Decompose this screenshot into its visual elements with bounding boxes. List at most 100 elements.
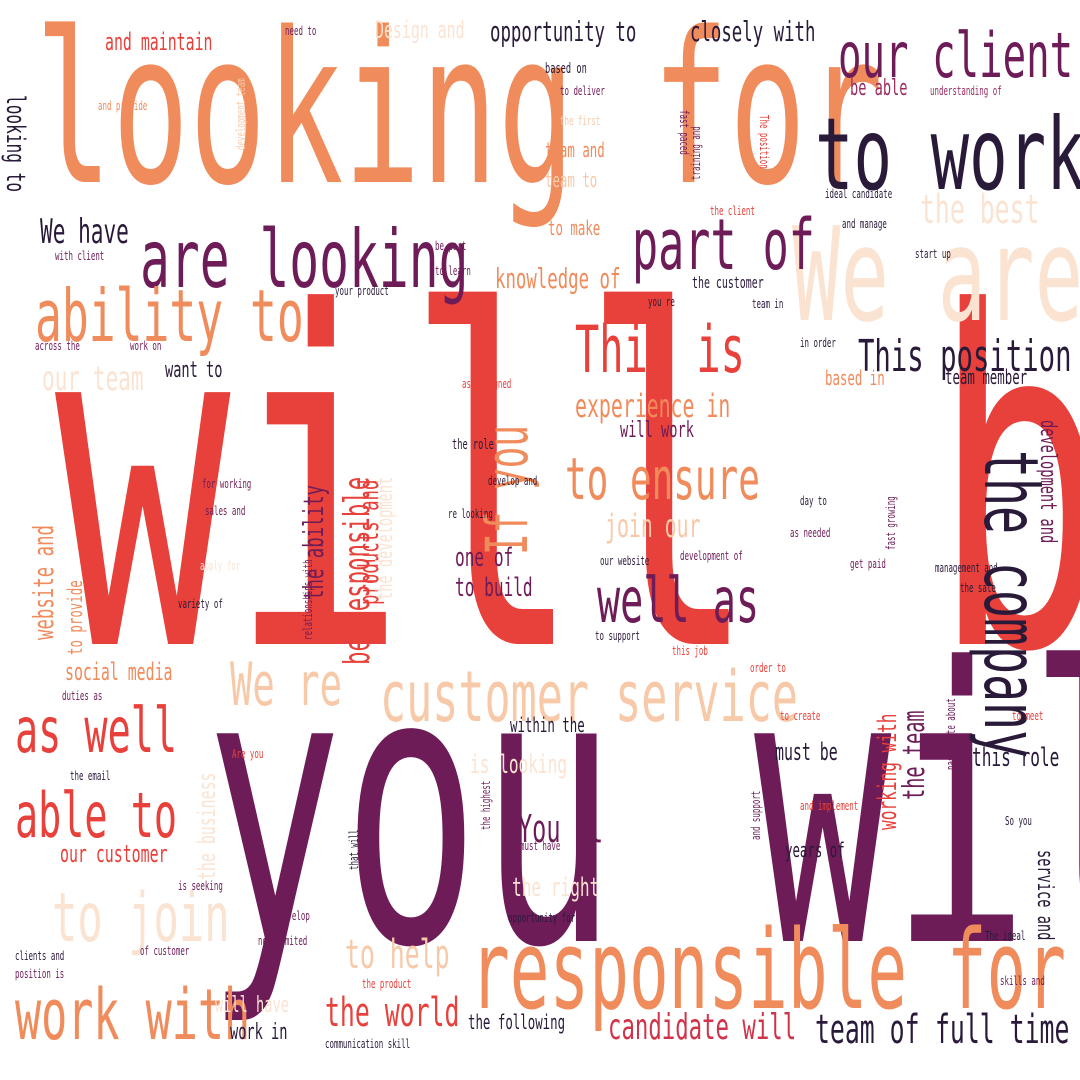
word-across-the: across the xyxy=(35,339,80,353)
word-the-highest: the highest xyxy=(479,780,493,830)
word-ideal-candidate: ideal candidate xyxy=(825,187,893,201)
word-to-create: to create xyxy=(780,709,821,723)
word-join-our: join our xyxy=(605,507,701,545)
word-to-ensure: to ensure xyxy=(565,445,760,513)
word-with-client: with client xyxy=(55,249,105,263)
word-develop-and: develop and xyxy=(488,474,538,488)
word-duties-as: duties as xyxy=(62,689,103,703)
word-your-product: your product xyxy=(335,284,389,298)
word-position-is: position is xyxy=(15,967,65,981)
word-to-work: to work xyxy=(815,96,1080,213)
word-this-position: This position xyxy=(858,331,1072,382)
word-and-support: and support xyxy=(749,790,763,840)
word-passionate-about: passionate about xyxy=(944,698,958,770)
word-work-on: work on xyxy=(130,339,162,353)
word-well-as: well as xyxy=(597,564,760,637)
word-start-up: start up xyxy=(915,247,951,261)
word-team-member: team member xyxy=(945,365,1028,389)
word-apply-for: apply for xyxy=(200,559,241,573)
word-as-assigned: as assigned xyxy=(462,377,512,391)
word-knowledge-of: knowledge of xyxy=(495,262,621,295)
word-communication-skill: communication skill xyxy=(325,1037,411,1051)
word-you-re: you re xyxy=(648,295,675,309)
word-full-time: full time xyxy=(935,1007,1070,1053)
word-management-and: management and xyxy=(935,561,998,575)
word-the-client: the client xyxy=(710,204,755,218)
word-this-is: This is xyxy=(575,313,745,388)
word-must-be: must be xyxy=(775,738,838,766)
word-working-with: working with xyxy=(873,713,903,830)
word-able-to: able to xyxy=(15,779,178,852)
word-order-to: order to xyxy=(750,661,786,675)
word-candidate-will: candidate will xyxy=(608,1007,797,1048)
word-team-of: team of xyxy=(815,1007,920,1053)
word-variety-of: variety of xyxy=(178,597,223,611)
word-we-re: We re xyxy=(230,650,342,720)
word-need-to: need to xyxy=(285,24,317,38)
word-to-meet: to meet xyxy=(1012,709,1044,723)
word-will-be: will be xyxy=(55,216,1080,753)
word-development-and: development and xyxy=(1035,420,1060,544)
word-the-world: the world xyxy=(325,990,460,1036)
word-our-team: our team xyxy=(42,359,144,399)
word-development-of: development of xyxy=(680,549,743,563)
word-closely-with: closely with xyxy=(690,15,816,48)
word-relationships-with: relationships with xyxy=(301,559,315,640)
word-are-you: Are you xyxy=(232,747,264,761)
word-years-of: years of xyxy=(785,838,845,862)
word-of-customer: of customer xyxy=(140,944,190,958)
word-opportunity-for: opportunity for xyxy=(508,911,576,925)
word-development-team: development team xyxy=(234,78,248,150)
word-to-make: to make xyxy=(548,216,601,240)
word-to-help: to help xyxy=(345,932,450,978)
word-to-support: to support xyxy=(595,629,640,643)
word-is-seeking: is seeking xyxy=(178,879,223,893)
word-not-limited: not limited xyxy=(258,934,308,948)
word-the-position: The position xyxy=(757,115,771,169)
word-our-customer: our customer xyxy=(60,840,168,868)
word-as-needed: as needed xyxy=(790,526,831,540)
word-the-right: the right xyxy=(512,873,600,903)
word-looking-to: looking to xyxy=(0,95,30,193)
word-will-have: will have xyxy=(215,993,289,1018)
word-our-client: our client xyxy=(838,19,1074,92)
word-work-with: work with xyxy=(15,974,251,1056)
word-will-work: will work xyxy=(620,418,694,443)
word-part-of: part of xyxy=(632,204,815,286)
word-team-in: team in xyxy=(752,297,784,311)
word-and-provide: and provide xyxy=(98,99,148,113)
word-be-able: be able xyxy=(850,76,908,101)
word-team-and: team and xyxy=(545,138,605,162)
word-the-ideal: The ideal xyxy=(985,929,1026,943)
word-looking-for: looking for xyxy=(35,0,884,232)
word-you-ll: You ll xyxy=(518,807,604,851)
word-fast-growing: fast growing xyxy=(884,496,898,550)
word-to-learn: to learn xyxy=(435,264,471,278)
word-design-and: Design and xyxy=(375,16,465,44)
word-our-website: our website xyxy=(600,554,650,568)
word-this-role: this role xyxy=(972,743,1060,773)
word-we-are: We are xyxy=(792,199,1080,351)
word-the-following: the following xyxy=(468,1010,566,1034)
word-to-provide: to provide xyxy=(63,580,87,655)
word-sales-and: sales and xyxy=(205,504,246,518)
word-social-media: social media xyxy=(65,658,173,686)
word-the-product: the product xyxy=(362,977,412,991)
word-based-on: based on xyxy=(545,61,587,77)
word-website-and: website and xyxy=(27,525,60,640)
word-we-have: We have xyxy=(40,212,129,252)
word-the-customer: the customer xyxy=(692,273,764,292)
word-and-maintain: and maintain xyxy=(105,28,213,56)
word-you-will: you will xyxy=(205,588,1080,1031)
word-training-and: training and xyxy=(689,126,703,180)
word-re-looking: re looking xyxy=(448,507,493,521)
word-the-sale: the sale xyxy=(960,581,996,595)
word-understanding-of: understanding of xyxy=(930,84,1002,98)
word-so-you: So you xyxy=(1005,814,1032,828)
word-the-email: the email xyxy=(70,769,111,783)
word-the-first: the first xyxy=(560,114,601,128)
word-to-develop: to develop xyxy=(265,909,310,923)
word-the-best: the best xyxy=(920,187,1040,233)
word-within-the: within the xyxy=(510,713,585,737)
word-to-deliver: to deliver xyxy=(560,84,605,98)
